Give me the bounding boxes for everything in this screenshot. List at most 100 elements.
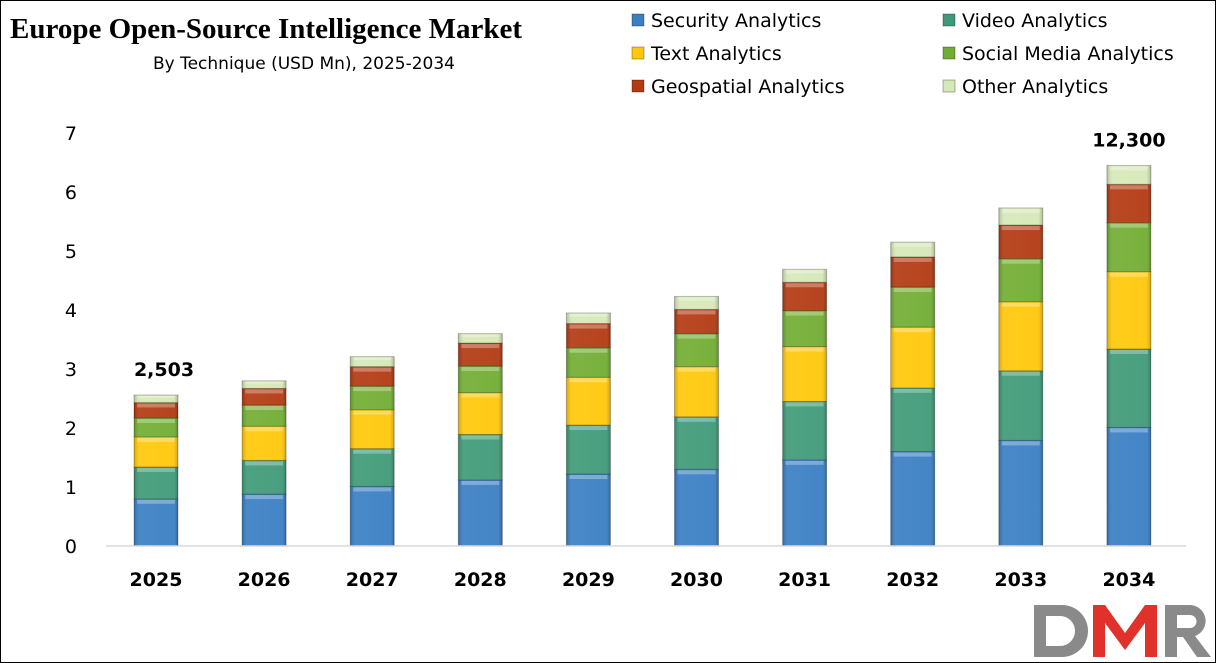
bar-segment [457, 392, 503, 435]
bar-segment [890, 256, 936, 288]
bar-segment [998, 370, 1044, 441]
bar-segment [133, 498, 179, 547]
legend-item: Video Analytics [942, 10, 1108, 32]
bar-segment [241, 493, 287, 547]
bar-segment [890, 387, 936, 453]
chart-subtitle: By Technique (USD Mn), 2025-2034 [153, 54, 455, 74]
bar-segment [782, 459, 828, 547]
bar-segment [457, 479, 503, 547]
x-tick-label: 2030 [670, 569, 723, 591]
legend-item: Social Media Analytics [942, 43, 1174, 65]
x-tick-label: 2033 [994, 569, 1047, 591]
legend-item: Text Analytics [631, 43, 782, 65]
y-tick-label: 3 [65, 359, 77, 381]
bar-segment [998, 207, 1044, 226]
x-tick-label: 2027 [346, 569, 399, 591]
bar-segment [674, 366, 719, 418]
bar-segment [782, 310, 828, 348]
legend-item: Security Analytics [631, 10, 821, 32]
bar-segment [241, 459, 287, 495]
y-tick-label: 7 [65, 123, 77, 145]
bar-segment [457, 365, 503, 394]
bar-segment [674, 333, 719, 368]
bar-segment [674, 416, 719, 470]
legend-item: Other Analytics [942, 76, 1108, 98]
bar-segment [890, 451, 936, 547]
legend-swatch [942, 46, 956, 60]
bar-segment [241, 425, 287, 461]
bar-segment [133, 466, 179, 500]
data-labels: 2,503 12,300 [134, 129, 1166, 381]
x-tick-label: 2029 [562, 569, 615, 591]
bar-segment [241, 380, 287, 389]
y-tick-label: 4 [65, 300, 77, 322]
bar-segment [565, 323, 611, 349]
x-tick-label: 2026 [238, 569, 291, 591]
bar-segment [133, 436, 179, 468]
bar-segment [349, 448, 395, 487]
legend-label: Security Analytics [651, 10, 821, 32]
bar-segment [565, 347, 611, 378]
bar-segment [565, 312, 611, 325]
legend-swatch [631, 13, 645, 27]
bar-segment [349, 409, 395, 450]
bar-segment [349, 385, 395, 411]
bar-segment [890, 326, 936, 389]
bar-segment [998, 224, 1044, 260]
x-tick-label: 2028 [454, 569, 507, 591]
bar-segment [890, 241, 936, 258]
bar-segment [349, 356, 395, 368]
bar-segment [133, 402, 179, 419]
x-axis: 2025 2026 2027 2028 2029 2030 2031 2032 2033 2034 [130, 569, 1156, 591]
legend-label: Text Analytics [650, 43, 782, 65]
bars [133, 164, 1152, 547]
bar-segment [782, 268, 828, 283]
x-tick-label: 2032 [886, 569, 939, 591]
bar-segment [1106, 426, 1152, 547]
y-tick-label: 0 [65, 536, 77, 558]
bar-segment [457, 333, 503, 344]
legend-label: Social Media Analytics [962, 43, 1174, 65]
bar-segment [457, 433, 503, 481]
legend-label: Other Analytics [962, 76, 1108, 98]
legend-label: Geospatial Analytics [651, 76, 845, 98]
bar-segment [998, 301, 1044, 372]
legend-swatch [631, 46, 645, 60]
bar-segment [457, 342, 503, 367]
bar-segment [349, 485, 395, 547]
chart-title: Europe Open-Source Intelligence Market [10, 13, 522, 45]
legend-item: Geospatial Analytics [631, 76, 845, 98]
bar-segment [674, 308, 719, 335]
legend-swatch [631, 79, 645, 93]
x-tick-label: 2025 [130, 569, 183, 591]
bar-segment [1106, 271, 1152, 350]
bar-segment [241, 387, 287, 406]
bar-segment [674, 295, 719, 310]
bar-segment [890, 286, 936, 328]
bar-segment [133, 417, 179, 438]
bar-segment [1106, 222, 1152, 273]
data-label: 2,503 [134, 359, 194, 381]
data-label: 12,300 [1092, 129, 1165, 151]
bar-segment [565, 376, 611, 426]
y-axis: 0 1 2 3 4 5 6 7 [65, 123, 77, 558]
bar-segment [1106, 183, 1152, 224]
y-tick-label: 6 [65, 182, 77, 204]
bar-segment [782, 346, 828, 402]
bar-segment [674, 468, 719, 547]
bar-segment [133, 394, 179, 404]
bar-segment [782, 400, 828, 461]
dmr-logo [1034, 605, 1211, 657]
bar-segment [241, 404, 287, 427]
legend: Security Analytics Video Analytics Text An… [631, 10, 1174, 98]
legend-label: Video Analytics [962, 10, 1108, 32]
bar-segment [565, 424, 611, 475]
bar-segment [998, 439, 1044, 547]
legend-swatch [942, 79, 956, 93]
x-tick-label: 2034 [1102, 569, 1155, 591]
y-tick-label: 1 [65, 477, 77, 499]
bar-segment [782, 281, 828, 312]
y-tick-label: 2 [65, 418, 77, 440]
bar-segment [349, 366, 395, 387]
